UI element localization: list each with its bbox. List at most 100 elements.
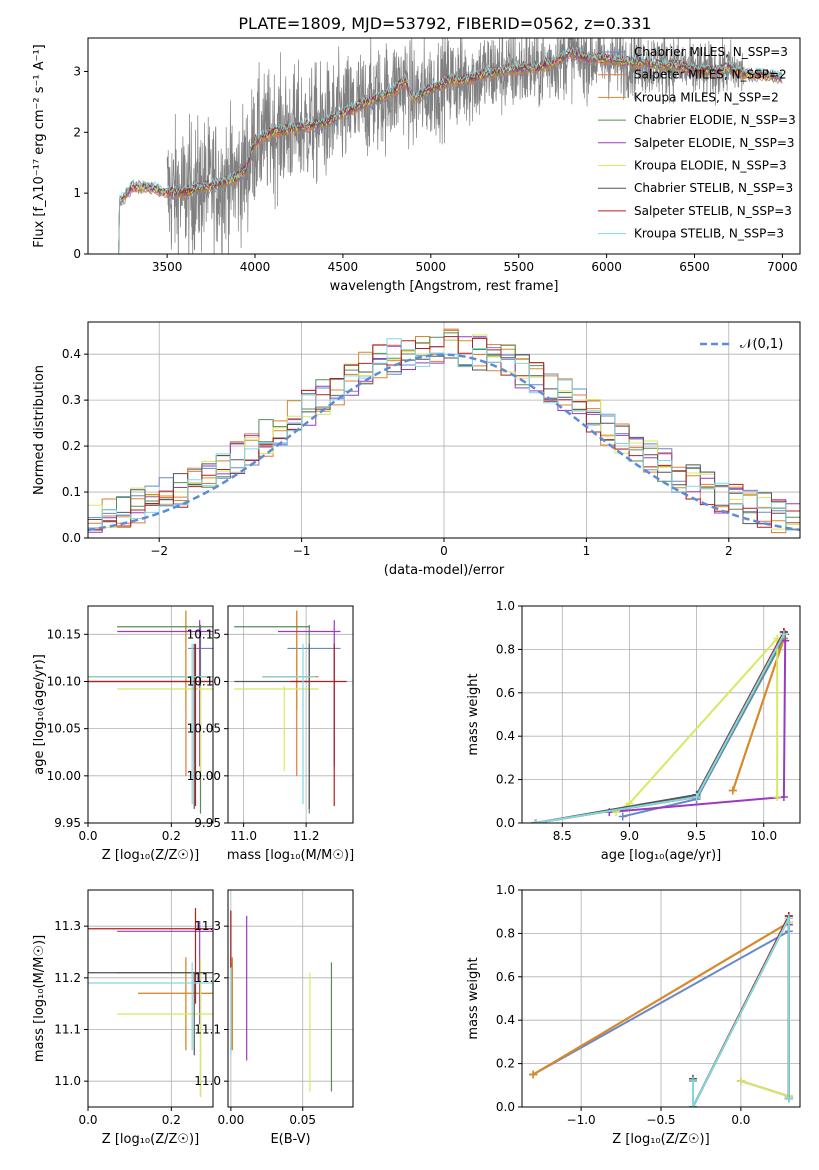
age_vs_Z-plot-area <box>88 610 213 814</box>
y-axis-label: Flux [f_λ10⁻¹⁷ erg cm⁻² s⁻¹ A⁻¹] <box>32 44 47 248</box>
y-tick-label: 0.6 <box>496 686 515 700</box>
model-spectrum-line <box>114 46 783 254</box>
y-axis-label: age [log₁₀(age/yr)] <box>32 654 47 775</box>
massweight_vs_Z-panel: −1.0 −0.5 0.0 0.0 0.2 0.4 0.6 0.8 1.0 Z [log₁₀(Z/… <box>466 883 801 1147</box>
x-tick-label: 0.0 <box>78 1113 97 1127</box>
massweight_vs_Z-plot-area <box>529 912 793 1107</box>
data-point-marker <box>688 1103 697 1107</box>
x-tick-label: 2 <box>725 544 733 558</box>
y-axis-label: Normed distribution <box>32 365 47 495</box>
data-point-marker <box>781 636 790 645</box>
spectrum-panel: 3500 4000 4500 5000 5500 6000 6500 7000 0 1 2 3 wave… <box>32 37 801 294</box>
y-axis-label: mass weight <box>466 673 481 755</box>
y-tick-label: 1 <box>73 186 81 200</box>
y-tick-label: 1.0 <box>496 599 515 613</box>
y-tick-label: 11.3 <box>194 919 221 933</box>
data-point-marker <box>736 1076 745 1085</box>
legend-label: 𝒩(0,1) <box>740 337 783 352</box>
histogram-step <box>88 328 800 534</box>
y-tick-label: 11.2 <box>54 971 81 985</box>
x-tick-label: 10.0 <box>750 829 777 843</box>
x-tick-label: 0.2 <box>162 1113 181 1127</box>
figure-title: PLATE=1809, MJD=53792, FIBERID=0562, z=0… <box>238 14 651 33</box>
y-tick-label: 0.6 <box>496 970 515 984</box>
data-point-marker <box>779 630 788 639</box>
y-tick-label: 0.1 <box>62 485 81 499</box>
mass_vs_Z-panel: 0.0 0.2 11.0 11.1 11.2 11.3 Z [log₁₀(Z/Z☉)] mas… <box>32 889 214 1147</box>
x-tick-label: 5500 <box>503 260 534 274</box>
x-tick-label: 4500 <box>328 260 359 274</box>
residuals-panel: −2 −1 0 1 2 0.0 0.1 0.2 0.3 0.4 (data-model)/error… <box>32 321 801 578</box>
x-tick-label: 6000 <box>591 260 622 274</box>
mass-weight-line <box>532 921 790 1076</box>
data-point-marker <box>529 1070 538 1079</box>
x-tick-label: −1 <box>293 544 311 558</box>
massweight_vs_age-panel: 8.5 9.0 9.5 10.0 0.0 0.2 0.4 0.6 0.8 1.0 age [log₁… <box>466 599 801 863</box>
y-tick-label: 0.2 <box>62 439 81 453</box>
x-tick-label: 0.05 <box>289 1113 316 1127</box>
x-tick-label: 0 <box>440 544 448 558</box>
y-tick-label: 10.00 <box>47 769 81 783</box>
data-point-marker <box>773 792 782 801</box>
y-tick-label: 2 <box>73 125 81 139</box>
x-tick-label: 0.2 <box>162 829 181 843</box>
x-axis-label: mass [log₁₀(M/M☉)] <box>227 848 354 863</box>
y-tick-label: 10.10 <box>47 674 81 688</box>
x-tick-label: 1 <box>583 544 591 558</box>
y-tick-label: 11.1 <box>194 1023 221 1037</box>
data-point-marker <box>784 914 793 923</box>
y-tick-label: 10.15 <box>47 627 81 641</box>
spectrum-plot-area <box>114 38 783 254</box>
x-tick-label: 9.5 <box>687 829 706 843</box>
y-tick-label: 0.4 <box>496 729 515 743</box>
legend-label: Salpeter STELIB, N_SSP=3 <box>634 204 792 218</box>
x-axis-label: Z [log₁₀(Z/Z☉)] <box>102 848 199 863</box>
x-tick-label: −2 <box>150 544 168 558</box>
y-tick-label: 0.0 <box>62 531 81 545</box>
age_vs_Z-panel: 0.0 0.2 9.95 10.00 10.05 10.10 10.15 Z [log₁₀(Z… <box>32 605 214 863</box>
legend-label: Salpeter MILES, N_SSP=2 <box>634 68 787 82</box>
axes-frame <box>87 889 214 1108</box>
normal-curve <box>88 353 800 532</box>
data-point-marker <box>618 812 627 821</box>
y-tick-label: 0.8 <box>496 926 515 940</box>
x-tick-label: 9.0 <box>620 829 639 843</box>
y-tick-label: 0.3 <box>62 393 81 407</box>
histogram-step <box>88 353 800 530</box>
x-tick-label: 3500 <box>152 260 183 274</box>
histogram-step <box>88 336 800 531</box>
y-tick-label: 11.3 <box>54 919 81 933</box>
mass-weight-line <box>731 638 785 791</box>
x-tick-label: 5000 <box>416 260 447 274</box>
y-tick-label: 9.95 <box>54 816 81 830</box>
y-tick-label: 11.0 <box>54 1074 81 1088</box>
legend-label: Kroupa MILES, N_SSP=2 <box>634 90 779 104</box>
y-axis-label: mass weight <box>466 957 481 1039</box>
x-tick-label: 11.0 <box>230 829 257 843</box>
x-tick-label: 6500 <box>679 260 710 274</box>
x-axis-label: (data-model)/error <box>384 563 505 578</box>
axes-frame <box>227 605 354 824</box>
y-tick-label: 0.2 <box>496 1057 515 1071</box>
axes-frame <box>87 605 214 824</box>
y-tick-label: 10.05 <box>187 722 221 736</box>
age_vs_mass-panel: 11.0 11.2 9.95 10.00 10.05 10.10 10.15 mass [lo… <box>187 605 354 863</box>
y-tick-label: 0 <box>73 247 81 261</box>
y-axis-label: mass [log₁₀(M/M☉)] <box>32 935 47 1062</box>
legend-label: Kroupa ELODIE, N_SSP=3 <box>634 159 787 173</box>
x-tick-label: 8.5 <box>553 829 572 843</box>
x-tick-label: 0.0 <box>78 829 97 843</box>
data-point-marker <box>728 786 737 795</box>
axes-frame <box>227 889 354 1108</box>
y-tick-label: 1.0 <box>496 883 515 897</box>
x-tick-label: 0.00 <box>218 1113 245 1127</box>
massweight_vs_age-plot-area <box>531 628 790 823</box>
legend-label: Kroupa STELIB, N_SSP=3 <box>634 227 784 241</box>
mass_vs_ebv-panel: 0.00 0.05 11.0 11.1 11.2 11.3 E(B-V) <box>194 889 354 1147</box>
data-point-marker <box>784 1094 793 1103</box>
y-tick-label: 0.8 <box>496 642 515 656</box>
x-axis-label: age [log₁₀(age/yr)] <box>601 848 722 863</box>
y-tick-label: 0.4 <box>62 347 81 361</box>
x-axis-label: wavelength [Angstrom, rest frame] <box>330 279 559 294</box>
